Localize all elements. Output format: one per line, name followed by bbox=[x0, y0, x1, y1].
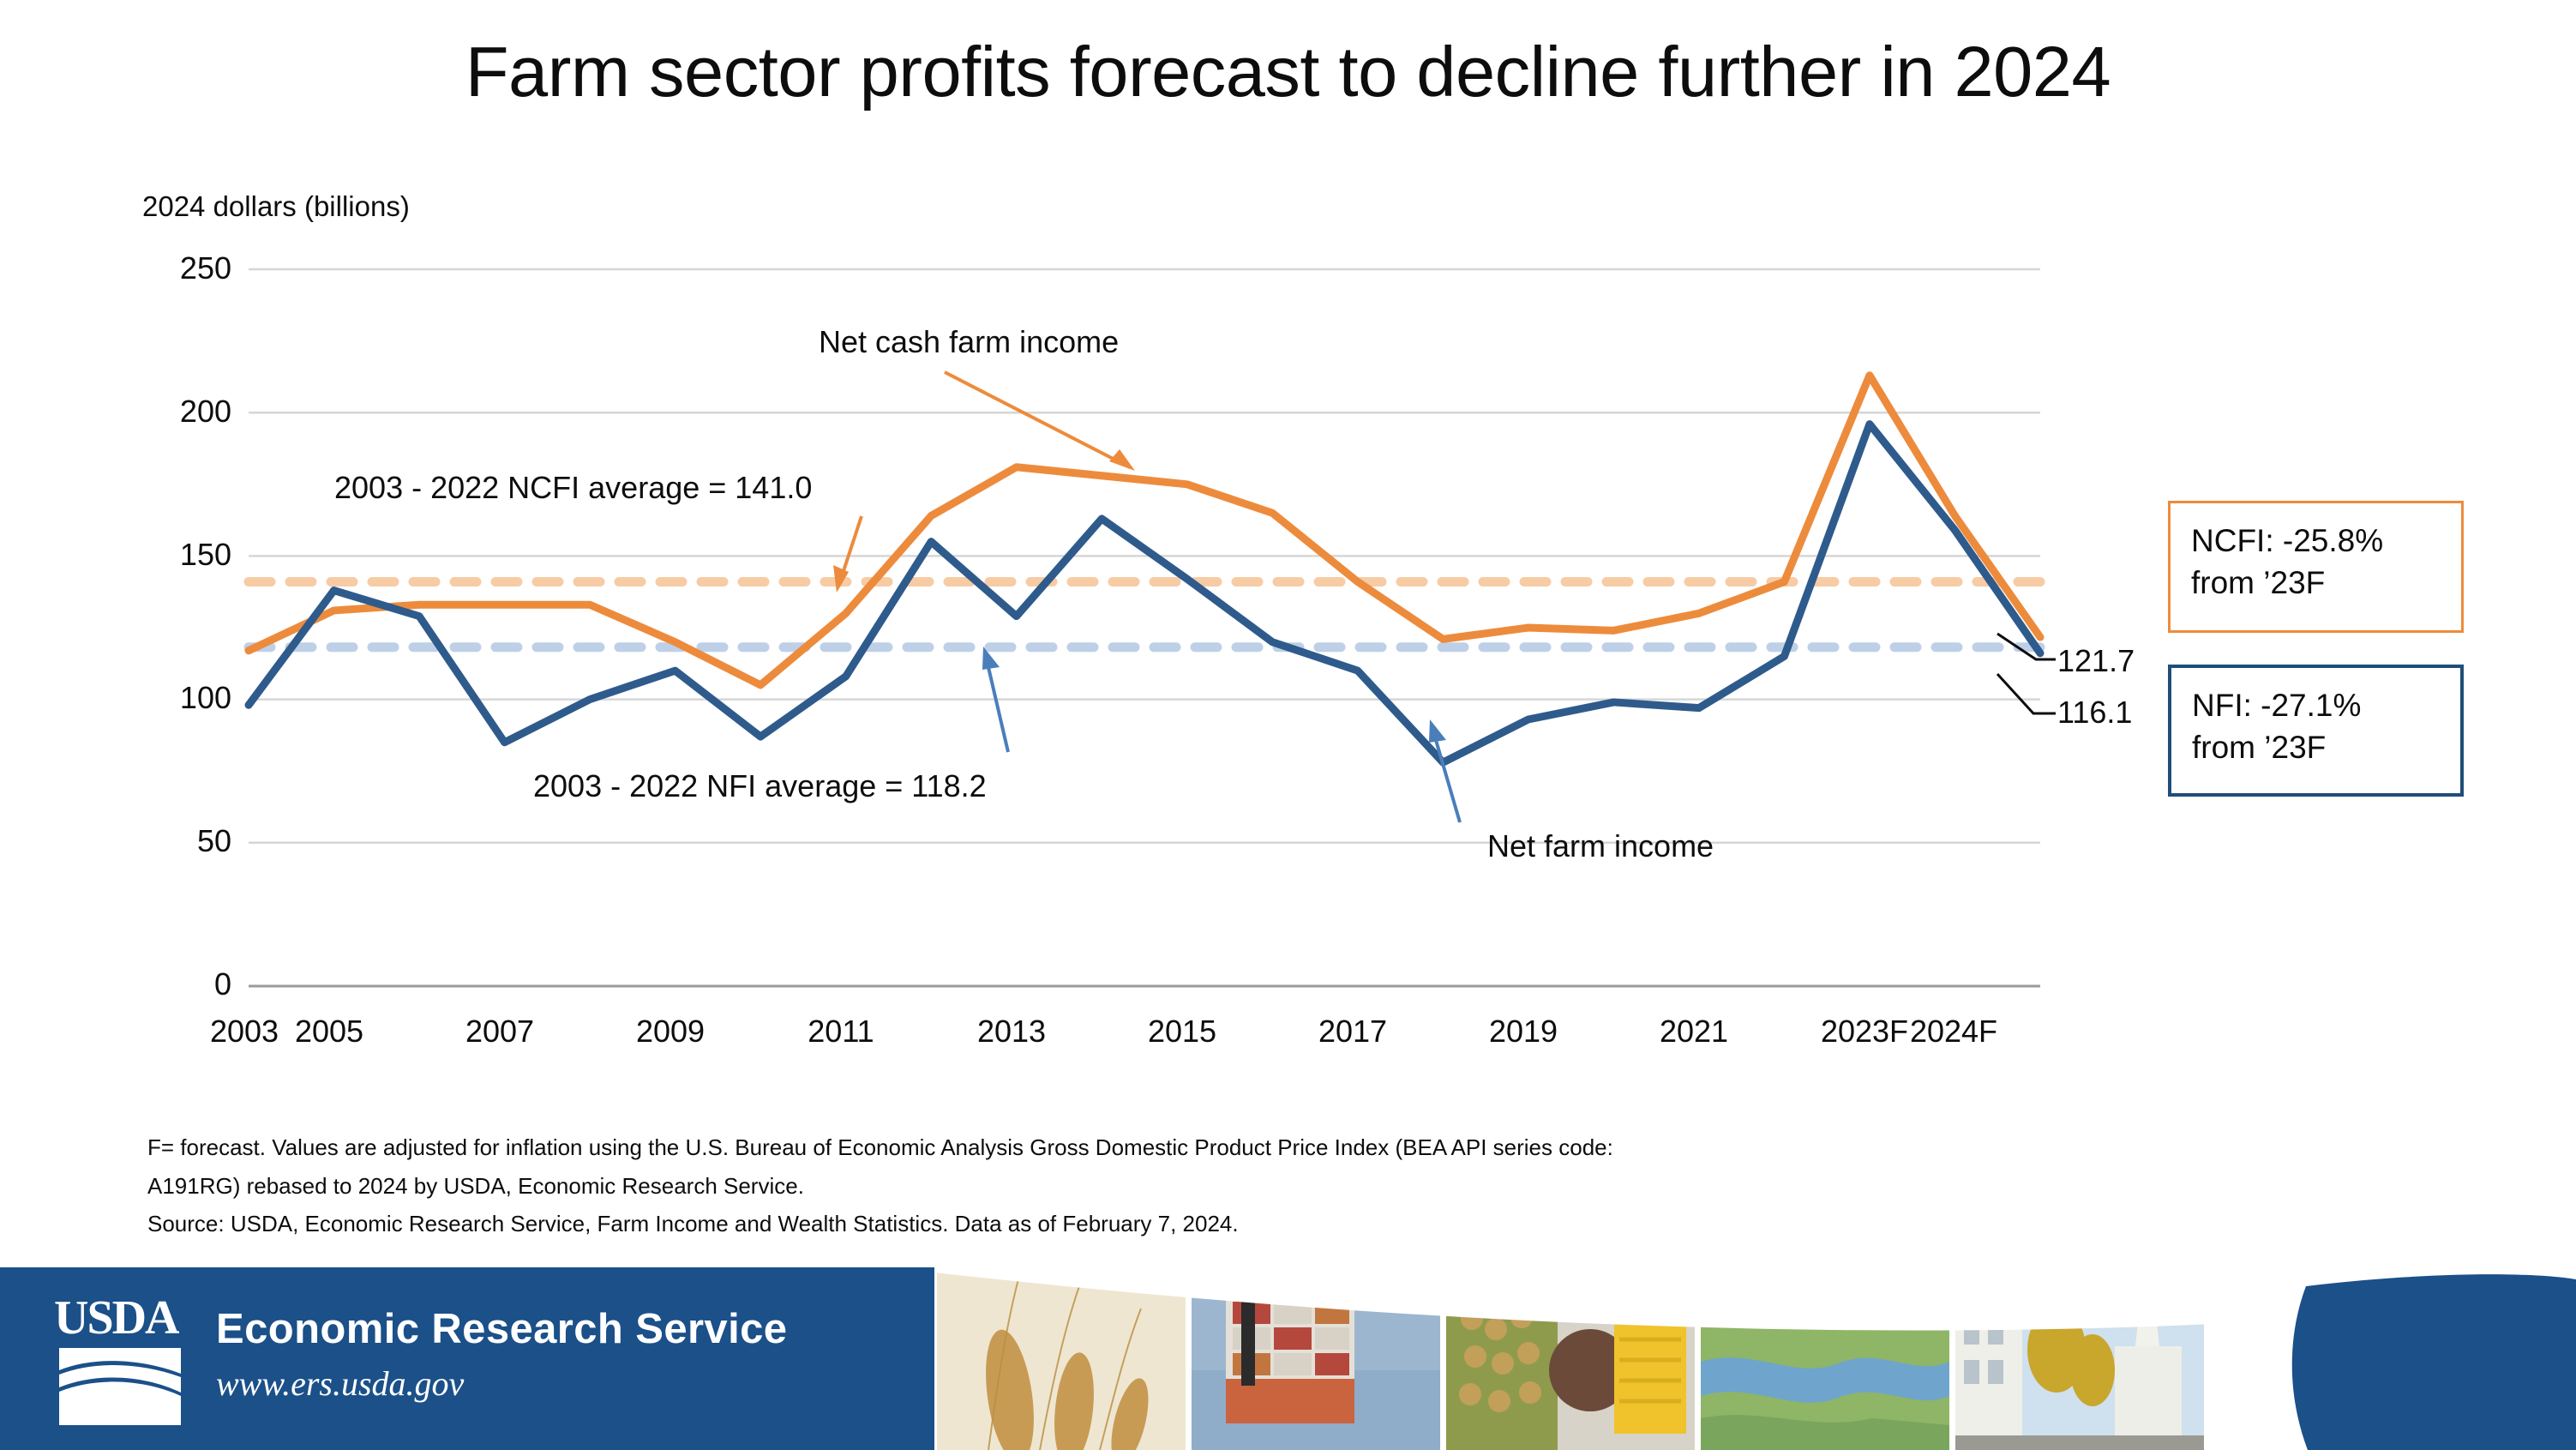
chart-svg bbox=[249, 269, 2040, 986]
ship-illustration bbox=[1192, 1267, 1440, 1450]
callout-nfi-line1: NFI: -27.1% bbox=[2192, 688, 2362, 723]
x-tick-2021: 2021 bbox=[1659, 1014, 1729, 1049]
annotation-ncfi-average: 2003 - 2022 NCFI average = 141.0 bbox=[334, 470, 813, 505]
usda-landscape-svg bbox=[59, 1361, 181, 1396]
agency-url[interactable]: www.ers.usda.gov bbox=[216, 1364, 465, 1403]
x-tick-2009: 2009 bbox=[635, 1014, 706, 1049]
town-street-photo bbox=[1955, 1267, 2204, 1450]
container-ship-photo bbox=[1192, 1267, 1440, 1450]
source-line: Source: USDA, Economic Research Service,… bbox=[147, 1211, 1239, 1237]
x-tick-2003: 2003 bbox=[209, 1014, 279, 1049]
annotation-net-farm-income: Net farm income bbox=[1487, 828, 1714, 863]
usda-logo-wordmark: USDA bbox=[54, 1291, 179, 1345]
annotation-net-cash-farm-income: Net cash farm income bbox=[819, 324, 1120, 359]
x-tick-2024F: 2024F bbox=[1909, 1014, 1998, 1049]
y-tick-150: 150 bbox=[179, 537, 231, 572]
x-tick-2019: 2019 bbox=[1488, 1014, 1558, 1049]
callout-ncfi: NCFI: -25.8% from ’23F bbox=[2168, 501, 2464, 633]
x-tick-2015: 2015 bbox=[1147, 1014, 1217, 1049]
wetland-illustration bbox=[1701, 1267, 1949, 1450]
y-tick-250: 250 bbox=[179, 250, 231, 286]
x-tick-2017: 2017 bbox=[1318, 1014, 1388, 1049]
y-tick-200: 200 bbox=[179, 394, 231, 429]
usda-logo-landscape-mark bbox=[59, 1348, 181, 1425]
page-number-panel bbox=[2302, 1267, 2576, 1450]
callout-nfi: NFI: -27.1% from ’23F bbox=[2168, 665, 2464, 797]
produce-illustration bbox=[1446, 1267, 1695, 1450]
wetland-photo bbox=[1701, 1267, 1949, 1450]
series-line-net-cash-farm-income bbox=[249, 376, 2040, 685]
annotation-nfi-average: 2003 - 2022 NFI average = 118.2 bbox=[533, 768, 987, 803]
footnote-line-2: A191RG) rebased to 2024 by USDA, Economi… bbox=[147, 1172, 804, 1199]
page-title: Farm sector profits forecast to decline … bbox=[465, 32, 2111, 111]
callout-nfi-line2: from ’23F bbox=[2192, 729, 2327, 765]
page-number: 3 bbox=[2508, 1379, 2528, 1417]
end-value-label-ncfi: 121.7 bbox=[2057, 643, 2135, 678]
gridlines bbox=[249, 269, 2040, 986]
x-tick-2011: 2011 bbox=[808, 1014, 874, 1049]
usda-logo: USDA bbox=[54, 1291, 186, 1425]
y-tick-0: 0 bbox=[213, 966, 231, 1002]
agency-name: Economic Research Service bbox=[216, 1306, 788, 1352]
footnote-line-1: F= forecast. Values are adjusted for inf… bbox=[147, 1134, 1613, 1160]
end-value-label-nfi: 116.1 bbox=[2057, 695, 2133, 730]
wheat-illustration bbox=[937, 1267, 1186, 1450]
callout-ncfi-line1: NCFI: -25.8% bbox=[2191, 523, 2384, 558]
produce-market-photo bbox=[1446, 1267, 1695, 1450]
y-tick-50: 50 bbox=[196, 823, 231, 858]
reference-lines bbox=[249, 581, 2040, 647]
y-axis-unit-label: 2024 dollars (billions) bbox=[142, 190, 410, 222]
chart-plot-area bbox=[249, 269, 2040, 986]
x-tick-2013: 2013 bbox=[976, 1014, 1047, 1049]
y-tick-100: 100 bbox=[179, 680, 231, 715]
x-tick-2005: 2005 bbox=[294, 1014, 364, 1049]
town-illustration bbox=[1955, 1267, 2204, 1450]
x-tick-2007: 2007 bbox=[465, 1014, 535, 1049]
callout-ncfi-line2: from ’23F bbox=[2191, 564, 2326, 600]
wheat-heads-photo bbox=[937, 1267, 1186, 1450]
series-lines bbox=[249, 376, 2040, 762]
footer-band: USDA Economic Research Service www.ers.u… bbox=[0, 1267, 2576, 1450]
series-line-net-farm-income bbox=[249, 424, 2040, 763]
x-tick-2023F: 2023F bbox=[1820, 1014, 1909, 1049]
footnotes: F= forecast. Values are adjusted for inf… bbox=[147, 1128, 2248, 1243]
